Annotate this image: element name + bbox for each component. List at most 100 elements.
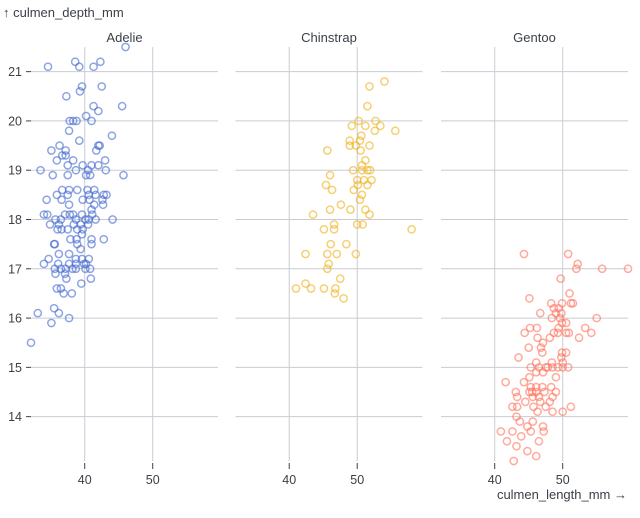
data-point xyxy=(68,116,78,126)
data-point xyxy=(355,195,365,205)
data-point xyxy=(93,106,103,116)
data-point xyxy=(301,279,310,288)
data-point xyxy=(553,328,563,338)
data-point xyxy=(26,338,36,348)
data-point xyxy=(351,141,361,150)
data-point xyxy=(541,402,551,412)
data-point xyxy=(329,220,339,229)
data-point xyxy=(49,303,59,313)
data-point xyxy=(371,116,380,126)
data-point xyxy=(375,121,385,131)
data-point xyxy=(566,402,576,412)
data-point xyxy=(345,141,355,150)
data-point xyxy=(519,249,529,259)
data-point xyxy=(586,328,596,338)
data-point xyxy=(119,170,128,180)
data-point xyxy=(72,116,81,126)
data-point xyxy=(36,165,45,175)
data-point xyxy=(533,407,542,417)
data-point xyxy=(568,298,578,308)
data-point xyxy=(351,249,361,259)
data-point xyxy=(72,225,82,234)
data-point xyxy=(54,308,64,318)
data-point xyxy=(538,338,548,348)
data-point xyxy=(306,284,316,293)
data-point xyxy=(72,234,81,244)
data-point xyxy=(42,210,52,219)
data-point xyxy=(354,116,363,126)
data-point xyxy=(502,436,512,446)
data-point xyxy=(528,392,538,402)
data-point xyxy=(50,264,60,274)
data-point xyxy=(83,220,93,229)
data-point xyxy=(63,170,73,180)
data-point xyxy=(45,220,55,229)
data-point xyxy=(335,274,345,283)
data-point xyxy=(107,131,117,141)
data-point xyxy=(332,249,342,259)
y-tick-label: 16 xyxy=(8,312,22,326)
data-point xyxy=(319,225,329,234)
x-tick-label: 40 xyxy=(488,473,502,487)
data-point xyxy=(370,126,380,136)
data-point xyxy=(60,269,70,279)
data-point xyxy=(319,284,329,293)
data-point xyxy=(76,244,85,254)
data-point xyxy=(326,239,336,249)
data-point xyxy=(563,363,573,372)
data-point xyxy=(62,274,71,283)
data-point xyxy=(537,382,547,392)
data-point xyxy=(50,239,60,249)
data-point xyxy=(87,116,96,126)
data-point xyxy=(363,101,372,111)
data-point xyxy=(63,225,73,234)
data-point xyxy=(98,200,108,210)
data-point xyxy=(322,146,332,155)
data-point xyxy=(553,363,563,372)
data-point xyxy=(78,225,88,234)
data-point xyxy=(526,427,536,436)
data-point xyxy=(526,382,536,392)
data-point xyxy=(533,333,542,343)
data-point xyxy=(558,407,568,417)
data-point xyxy=(361,121,370,131)
data-point xyxy=(56,215,66,224)
data-point xyxy=(532,323,542,333)
data-point xyxy=(47,318,56,328)
data-point xyxy=(98,195,107,205)
data-point xyxy=(592,313,602,323)
data-point xyxy=(561,328,571,338)
data-point xyxy=(508,402,517,412)
data-point xyxy=(52,284,62,293)
data-point xyxy=(63,160,73,170)
data-point xyxy=(356,146,365,155)
y-tick-label: 20 xyxy=(8,114,22,128)
data-point xyxy=(33,308,43,318)
data-point xyxy=(526,363,536,372)
data-point xyxy=(53,225,62,234)
data-point xyxy=(71,165,81,175)
data-point xyxy=(336,200,346,210)
data-point xyxy=(64,126,74,136)
data-point xyxy=(561,348,571,357)
data-point xyxy=(561,318,571,328)
data-point xyxy=(535,397,545,407)
x-tick-label: 50 xyxy=(556,473,570,487)
data-point xyxy=(86,274,96,283)
data-point xyxy=(563,249,573,259)
data-point xyxy=(89,101,98,111)
data-point xyxy=(81,170,91,180)
data-point xyxy=(100,156,110,165)
data-point xyxy=(496,427,506,436)
data-point xyxy=(81,111,91,121)
data-point xyxy=(87,234,96,244)
x-tick-label: 50 xyxy=(350,473,364,487)
data-point xyxy=(325,205,335,214)
data-point xyxy=(44,254,54,264)
data-point xyxy=(71,254,81,264)
data-point xyxy=(87,239,96,249)
data-point xyxy=(63,190,73,200)
data-point xyxy=(537,348,547,357)
data-point xyxy=(543,363,553,372)
data-point xyxy=(549,303,559,313)
